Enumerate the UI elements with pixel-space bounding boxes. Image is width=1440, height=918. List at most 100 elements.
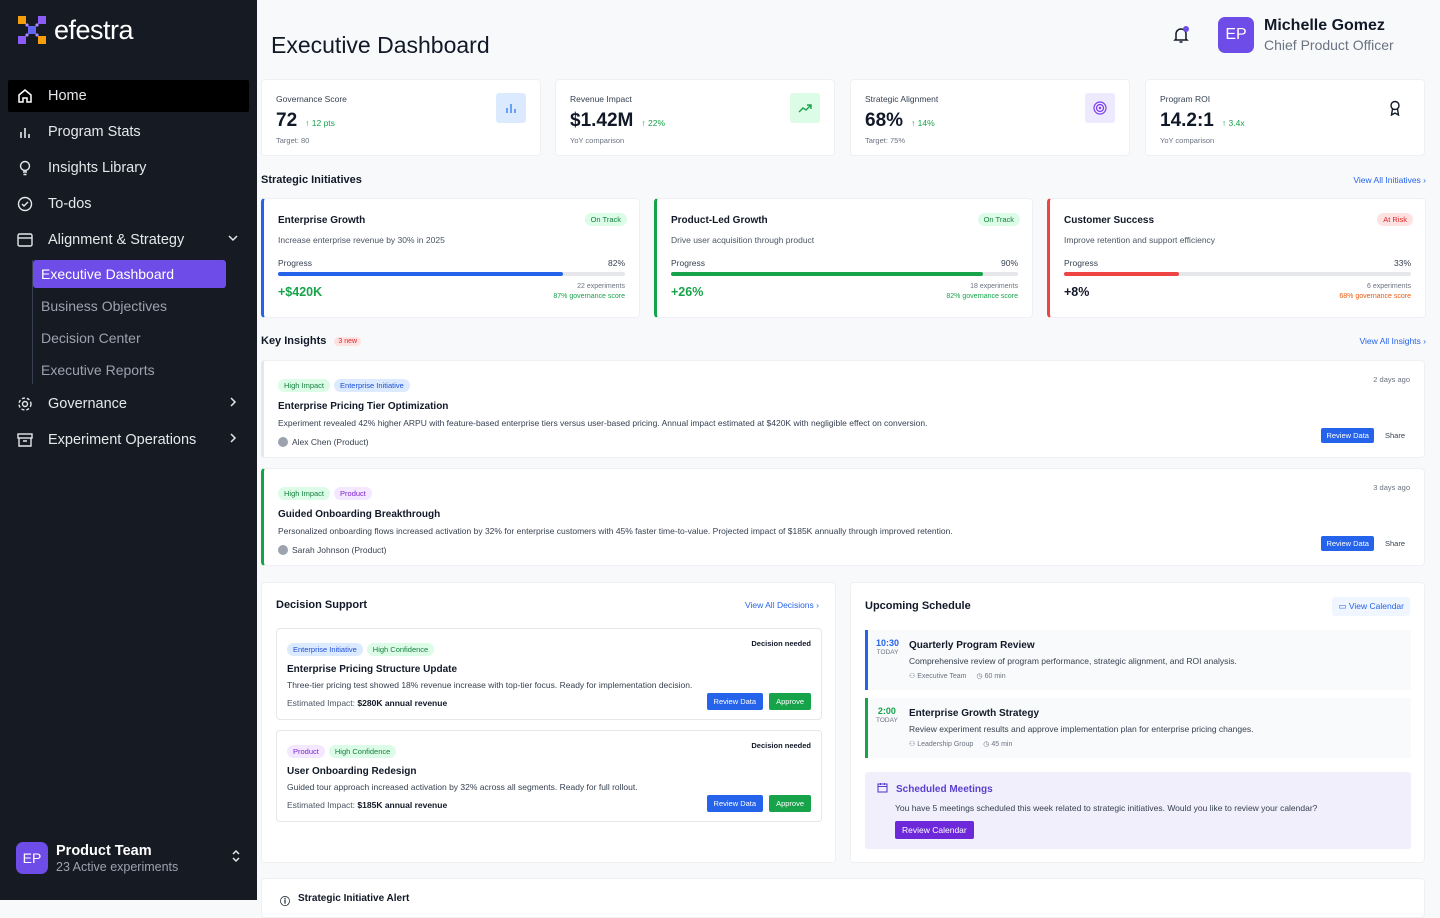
review-calendar-button[interactable]: Review Calendar bbox=[895, 821, 974, 839]
insight-desc: Experiment revealed 42% higher ARPU with… bbox=[278, 418, 928, 428]
tag-badge: Enterprise Initiative bbox=[287, 643, 363, 656]
kpi-delta: 3.4x bbox=[1228, 118, 1245, 128]
users-icon: ⚇ bbox=[909, 741, 916, 748]
kpi-sub: YoY comparison bbox=[1160, 136, 1215, 145]
initiative-card-product-led[interactable]: Product-Led Growth On Track Drive user a… bbox=[654, 198, 1033, 318]
bar-chart-icon bbox=[16, 123, 34, 141]
tag-badge: High Confidence bbox=[366, 643, 435, 656]
initiative-card-enterprise[interactable]: Enterprise Growth On Track Increase ente… bbox=[261, 198, 640, 318]
share-button[interactable]: Share bbox=[1379, 536, 1410, 551]
insight-title: Guided Onboarding Breakthrough bbox=[278, 509, 441, 520]
nav-label: Insights Library bbox=[48, 160, 147, 176]
review-data-button[interactable]: Review Data bbox=[706, 795, 764, 812]
nav-item-program-stats[interactable]: Program Stats bbox=[8, 116, 249, 148]
kpi-label: Revenue Impact bbox=[570, 94, 632, 104]
schedule-item[interactable]: 10:30 TODAY Quarterly Program Review Comp… bbox=[865, 630, 1411, 690]
alignment-submenu: Executive Dashboard Business Objectives … bbox=[32, 260, 249, 384]
progress-label: Progress bbox=[1064, 258, 1099, 268]
user-profile[interactable]: EP Michelle Gomez Chief Product Officer bbox=[1218, 17, 1394, 53]
view-all-insights-link[interactable]: View All Insights › bbox=[1359, 336, 1426, 346]
status-badge: On Track bbox=[977, 213, 1020, 226]
kpi-label: Governance Score bbox=[276, 94, 347, 104]
sidebar: efestra Home Program Stats Insights Libr… bbox=[0, 0, 257, 900]
chevron-right-icon bbox=[227, 432, 239, 448]
tag-badge: Product bbox=[287, 745, 325, 758]
bar-chart-icon bbox=[496, 93, 526, 123]
sub-item-business-objectives[interactable]: Business Objectives bbox=[41, 298, 168, 314]
approve-button[interactable]: Approve bbox=[769, 693, 811, 710]
chevron-up-down-icon bbox=[230, 848, 242, 869]
schedule-time: 2:00 bbox=[877, 706, 896, 716]
initiative-title: Enterprise Growth bbox=[278, 215, 366, 226]
tag-badge: High Impact bbox=[278, 487, 331, 500]
schedule-title: Enterprise Growth Strategy bbox=[909, 708, 1040, 719]
share-button[interactable]: Share bbox=[1379, 428, 1410, 443]
nav-label: Program Stats bbox=[48, 124, 141, 140]
insight-title: Enterprise Pricing Tier Optimization bbox=[278, 401, 449, 412]
avatar bbox=[278, 545, 288, 555]
calendar-icon bbox=[877, 782, 888, 796]
chevron-down-icon bbox=[227, 232, 239, 248]
initiative-desc: Drive user acquisition through product bbox=[671, 235, 815, 245]
estimated-impact: Estimated Impact: $280K annual revenue bbox=[287, 698, 448, 708]
team-switcher[interactable]: EP Product Team 23 Active experiments bbox=[16, 842, 242, 874]
nav-label: Governance bbox=[48, 396, 127, 412]
view-calendar-button[interactable]: ▭ View Calendar bbox=[1332, 597, 1410, 616]
insight-author: Sarah Johnson (Product) bbox=[292, 545, 387, 555]
schedule-day: TODAY bbox=[876, 717, 898, 724]
review-data-button[interactable]: Review Data bbox=[1321, 536, 1374, 551]
nav-item-experiment-operations[interactable]: Experiment Operations bbox=[8, 424, 249, 456]
schedule-day: TODAY bbox=[876, 649, 899, 656]
initiative-title: Product-Led Growth bbox=[671, 215, 768, 226]
nav-item-insights-library[interactable]: Insights Library bbox=[8, 152, 249, 184]
nav-item-home[interactable]: Home bbox=[8, 80, 249, 112]
brand-logo[interactable]: efestra bbox=[16, 14, 134, 46]
notification-bell-icon[interactable] bbox=[1171, 25, 1191, 50]
initiative-value: +8% bbox=[1064, 285, 1090, 299]
insight-card[interactable]: High Impact Product Guided Onboarding Bre… bbox=[261, 468, 1425, 566]
trending-up-icon bbox=[790, 93, 820, 123]
sub-item-executive-reports[interactable]: Executive Reports bbox=[41, 362, 155, 378]
progress-fill bbox=[278, 272, 563, 276]
decision-card[interactable]: Enterprise Initiative High Confidence Dec… bbox=[276, 628, 822, 720]
nav-item-to-dos[interactable]: To-dos bbox=[8, 188, 249, 220]
review-data-button[interactable]: Review Data bbox=[1321, 428, 1374, 443]
governance-score: 87% governance score bbox=[553, 293, 625, 300]
initiative-desc: Increase enterprise revenue by 30% in 20… bbox=[278, 235, 445, 245]
sub-item-decision-center[interactable]: Decision Center bbox=[41, 330, 141, 346]
nav-label: Alignment & Strategy bbox=[48, 232, 185, 248]
alert-title: Strategic Initiative Alert bbox=[298, 893, 410, 904]
kpi-card-revenue: Revenue Impact $1.42M ↑ 22% YoY compariso… bbox=[555, 79, 835, 156]
section-title-decisions: Decision Support bbox=[276, 599, 368, 611]
nav-item-alignment-strategy[interactable]: Alignment & Strategy bbox=[8, 224, 249, 256]
team-subtitle: 23 Active experiments bbox=[56, 859, 179, 874]
view-all-decisions-link[interactable]: View All Decisions › bbox=[744, 600, 819, 610]
kpi-value: $1.42M bbox=[570, 110, 634, 131]
kpi-value: 72 bbox=[276, 110, 298, 131]
duration: ◷ 60 min bbox=[976, 673, 1006, 680]
decision-status: Decision needed bbox=[751, 639, 811, 648]
kpi-label: Program ROI bbox=[1160, 94, 1211, 104]
nav-item-governance[interactable]: Governance bbox=[8, 388, 249, 420]
view-all-initiatives-link[interactable]: View All Initiatives › bbox=[1353, 175, 1426, 185]
schedule-item[interactable]: 2:00 TODAY Enterprise Growth Strategy Rev… bbox=[865, 698, 1411, 758]
user-name: Michelle Gomez bbox=[1264, 17, 1385, 34]
decision-card[interactable]: Product High Confidence Decision needed U… bbox=[276, 730, 822, 822]
calendar-icon: ▭ bbox=[1338, 601, 1347, 611]
tag-badge: Product bbox=[334, 487, 372, 500]
sub-item-executive-dashboard[interactable]: Executive Dashboard bbox=[33, 260, 226, 288]
initiative-card-customer-success[interactable]: Customer Success At Risk Improve retenti… bbox=[1047, 198, 1426, 318]
progress-label: Progress bbox=[278, 258, 313, 268]
decision-title: Enterprise Pricing Structure Update bbox=[287, 664, 458, 675]
kpi-delta: 22% bbox=[648, 118, 666, 128]
kpi-card-governance: Governance Score 72 ↑ 12 pts Target: 80 bbox=[261, 79, 541, 156]
decision-status: Decision needed bbox=[751, 741, 811, 750]
approve-button[interactable]: Approve bbox=[769, 795, 811, 812]
experiments-count: 18 experiments bbox=[970, 283, 1018, 290]
insight-card[interactable]: High Impact Enterprise Initiative Enterpr… bbox=[261, 360, 1425, 458]
schedule-desc: Comprehensive review of program performa… bbox=[909, 656, 1237, 666]
upcoming-schedule-panel: Upcoming Schedule ▭ View Calendar 10:30 T… bbox=[850, 582, 1425, 863]
initiative-desc: Improve retention and support efficiency bbox=[1064, 235, 1216, 245]
duration: ◷ 45 min bbox=[983, 741, 1013, 748]
review-data-button[interactable]: Review Data bbox=[706, 693, 764, 710]
